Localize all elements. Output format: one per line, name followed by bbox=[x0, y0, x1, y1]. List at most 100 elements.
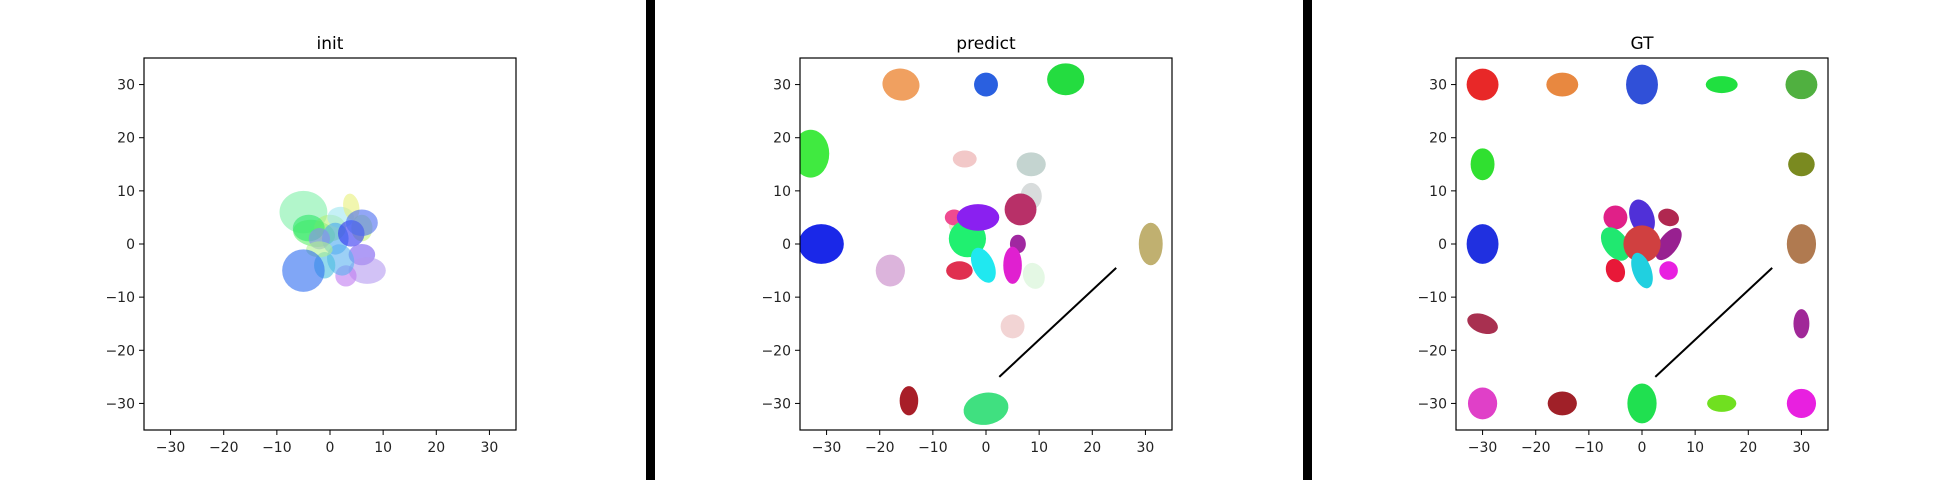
ellipse-marker bbox=[1786, 224, 1817, 264]
x-tick-label: 20 bbox=[1739, 440, 1757, 456]
ellipse-marker bbox=[1631, 252, 1653, 289]
ellipse-marker bbox=[1605, 258, 1626, 283]
y-tick-label: 30 bbox=[117, 78, 135, 94]
y-tick-label: −10 bbox=[761, 290, 791, 306]
ellipse-marker bbox=[1793, 309, 1810, 339]
y-tick-label: 20 bbox=[1429, 131, 1447, 147]
ellipse-marker bbox=[899, 386, 919, 416]
ellipse-marker bbox=[952, 150, 977, 168]
y-tick-label: 0 bbox=[126, 237, 135, 253]
x-tick-label: 30 bbox=[1793, 440, 1811, 456]
ellipse-marker bbox=[1626, 64, 1658, 105]
panel-title: init bbox=[317, 34, 344, 54]
ellipse-marker bbox=[345, 209, 378, 237]
ellipse-marker bbox=[348, 257, 386, 284]
y-tick-label: 30 bbox=[773, 78, 791, 94]
ellipse-marker bbox=[1655, 227, 1682, 261]
ellipse-marker bbox=[1623, 225, 1661, 263]
ellipse-marker bbox=[1547, 391, 1577, 416]
ellipse-marker bbox=[1788, 152, 1815, 177]
ellipse-marker bbox=[1786, 388, 1817, 419]
ellipse-marker bbox=[882, 68, 920, 101]
y-tick-label: −30 bbox=[105, 396, 135, 412]
y-tick-label: −20 bbox=[761, 343, 791, 359]
ellipse-marker bbox=[282, 249, 325, 292]
plot-area bbox=[1466, 64, 1818, 424]
x-tick-label: −20 bbox=[865, 440, 895, 456]
ellipse-marker bbox=[1022, 262, 1045, 289]
ellipse-marker bbox=[1138, 222, 1163, 266]
ellipse-marker bbox=[974, 72, 998, 97]
x-tick-label: 10 bbox=[1030, 440, 1048, 456]
line-segment bbox=[1654, 267, 1773, 378]
ellipse-marker bbox=[1603, 205, 1628, 230]
ellipse-marker bbox=[1466, 68, 1499, 101]
ellipse-marker bbox=[1629, 199, 1655, 236]
x-tick-label: −10 bbox=[918, 440, 948, 456]
x-tick-label: 0 bbox=[326, 440, 335, 456]
ellipse-marker bbox=[1003, 246, 1022, 284]
ellipse-marker bbox=[1546, 72, 1579, 97]
ellipse-marker bbox=[970, 247, 996, 283]
panel-gt: GT −30 −20 −10 0 10 20 30 −30 −20 −10 0 10 20 30 bbox=[1417, 34, 1829, 456]
ellipse-marker bbox=[1016, 152, 1046, 177]
ellipse-marker bbox=[1705, 76, 1738, 94]
ellipse-marker bbox=[1467, 387, 1498, 420]
ellipse-marker bbox=[1707, 394, 1737, 412]
y-tick-label: −10 bbox=[105, 290, 135, 306]
x-tick-label: −30 bbox=[1468, 440, 1498, 456]
y-tick-label: −20 bbox=[105, 343, 135, 359]
y-tick-label: 30 bbox=[1429, 78, 1447, 94]
y-tick-label: 20 bbox=[773, 131, 791, 147]
ellipse-marker bbox=[875, 254, 905, 287]
panel-title: predict bbox=[956, 34, 1016, 54]
x-tick-label: −30 bbox=[156, 440, 186, 456]
x-tick-label: 0 bbox=[982, 440, 991, 456]
x-tick-label: 30 bbox=[481, 440, 499, 456]
ellipse-marker bbox=[946, 261, 973, 280]
y-tick-label: −20 bbox=[1417, 343, 1447, 359]
x-tick-label: −10 bbox=[262, 440, 292, 456]
plot-area bbox=[800, 63, 1163, 425]
ellipse-marker bbox=[1047, 63, 1085, 96]
ellipse-marker bbox=[1658, 208, 1679, 227]
x-tick-label: 0 bbox=[1638, 440, 1647, 456]
ellipse-marker bbox=[800, 129, 830, 178]
x-tick-label: 20 bbox=[1083, 440, 1101, 456]
x-tick-label: −20 bbox=[1521, 440, 1551, 456]
y-tick-label: −30 bbox=[1417, 396, 1447, 412]
ellipse-marker bbox=[1470, 148, 1495, 181]
ellipse-marker bbox=[1466, 224, 1499, 264]
ellipse-marker bbox=[1004, 193, 1037, 226]
y-tick-label: 10 bbox=[1429, 184, 1447, 200]
ellipse-marker bbox=[1000, 314, 1025, 339]
y-tick-label: 20 bbox=[117, 131, 135, 147]
line-segment bbox=[998, 267, 1117, 378]
ellipse-marker bbox=[1627, 383, 1657, 424]
x-tick-label: −30 bbox=[812, 440, 842, 456]
ellipse-marker bbox=[1785, 69, 1818, 100]
panel-separator-2 bbox=[1303, 0, 1312, 480]
y-tick-label: 0 bbox=[782, 237, 791, 253]
x-tick-label: −10 bbox=[1574, 440, 1604, 456]
plot-area bbox=[279, 190, 386, 292]
panel-init: init −30 −20 −10 0 10 20 30 −30 −20 −10 0 10 20 30 bbox=[105, 34, 517, 456]
y-tick-label: 10 bbox=[773, 184, 791, 200]
ellipse-marker bbox=[963, 392, 1009, 425]
ellipse-marker bbox=[1467, 313, 1498, 335]
y-tick-label: 0 bbox=[1438, 237, 1447, 253]
x-tick-label: −20 bbox=[209, 440, 239, 456]
panel-predict: predict −30 −20 −10 0 10 20 30 −30 −20 −10 0 10 20 30 bbox=[761, 34, 1173, 456]
x-tick-label: 10 bbox=[1686, 440, 1704, 456]
x-tick-label: 20 bbox=[427, 440, 445, 456]
x-tick-label: 30 bbox=[1137, 440, 1155, 456]
ellipse-marker bbox=[800, 224, 844, 264]
ellipse-marker bbox=[1659, 261, 1678, 280]
ellipse-marker bbox=[956, 204, 1000, 231]
ellipse-marker bbox=[1600, 227, 1630, 261]
panel-title: GT bbox=[1631, 34, 1655, 54]
x-tick-label: 10 bbox=[374, 440, 392, 456]
y-tick-label: −10 bbox=[1417, 290, 1447, 306]
y-tick-label: 10 bbox=[117, 184, 135, 200]
